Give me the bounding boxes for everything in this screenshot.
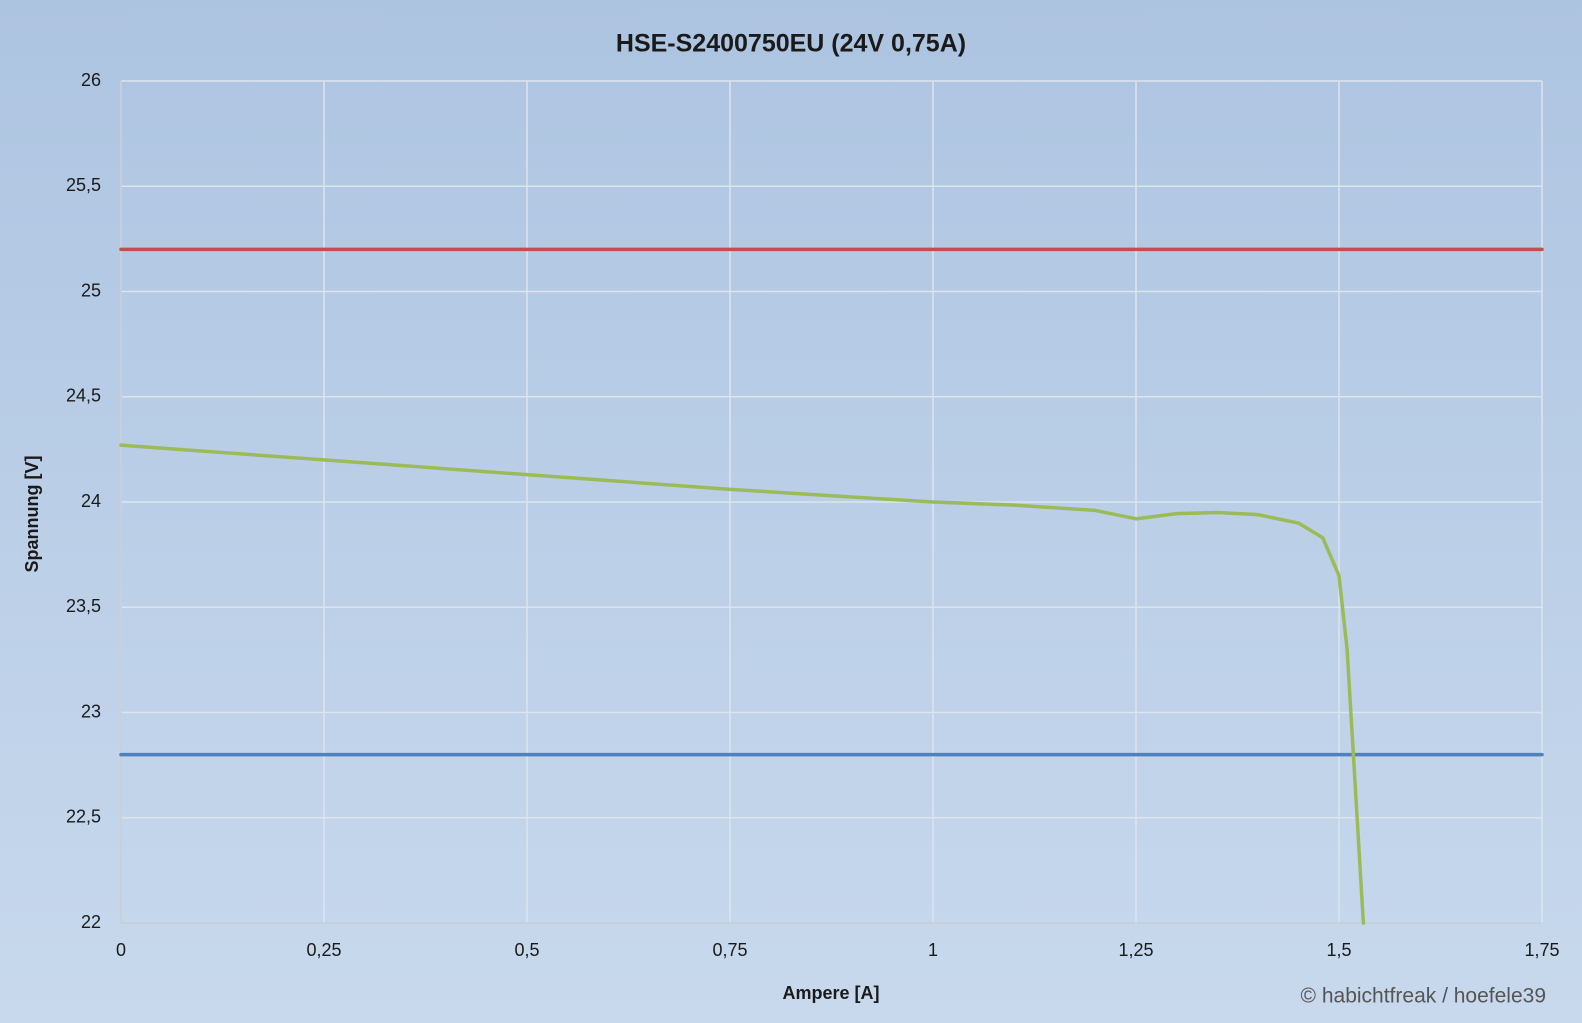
y-tick-label: 23,5 <box>66 596 101 616</box>
chart-title: HSE-S2400750EU (24V 0,75A) <box>616 30 966 58</box>
x-tick-label: 1 <box>928 940 938 960</box>
y-tick-label: 22,5 <box>66 807 101 827</box>
y-tick-label: 23 <box>81 701 101 721</box>
x-tick-label: 0,5 <box>514 940 539 960</box>
x-tick-label: 1,75 <box>1524 940 1559 960</box>
copyright: © habichtfreak / hoefele39 <box>1301 985 1546 1008</box>
x-tick-label: 0 <box>116 940 126 960</box>
y-tick-label: 24,5 <box>66 386 101 406</box>
x-tick-label: 1,5 <box>1326 940 1351 960</box>
x-tick-label: 1,25 <box>1118 940 1153 960</box>
y-tick-label: 26 <box>81 70 101 90</box>
y-axis-label: Spannung [V] <box>22 456 42 573</box>
y-tick-label: 24 <box>81 491 101 511</box>
x-tick-label: 0,75 <box>712 940 747 960</box>
x-axis-label: Ampere [A] <box>782 983 879 1003</box>
y-tick-label: 25,5 <box>66 175 101 195</box>
series-line <box>119 443 1366 925</box>
y-tick-label: 25 <box>81 280 101 300</box>
y-tick-label: 22 <box>81 912 101 932</box>
x-tick-label: 0,25 <box>306 940 341 960</box>
